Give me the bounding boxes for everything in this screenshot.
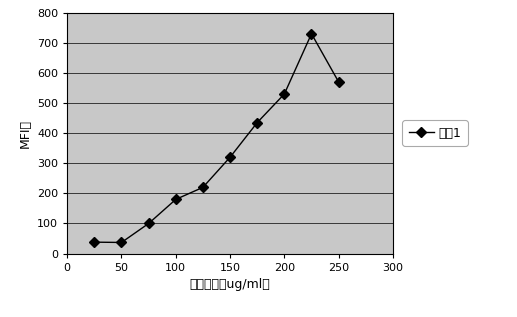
系列1 [227, 155, 233, 159]
系列1 [118, 241, 125, 244]
Line: 系列1: 系列1 [91, 30, 342, 246]
系列1 [281, 92, 287, 96]
X-axis label: 单抗浓度（ug/ml）: 单抗浓度（ug/ml） [190, 278, 270, 291]
系列1 [309, 32, 315, 36]
系列1 [336, 80, 342, 84]
系列1 [254, 121, 261, 125]
Y-axis label: MFI值: MFI值 [19, 119, 32, 148]
系列1 [200, 185, 206, 189]
系列1 [92, 240, 98, 244]
系列1 [173, 197, 179, 201]
系列1 [146, 222, 152, 225]
Legend: 系列1: 系列1 [402, 120, 468, 146]
